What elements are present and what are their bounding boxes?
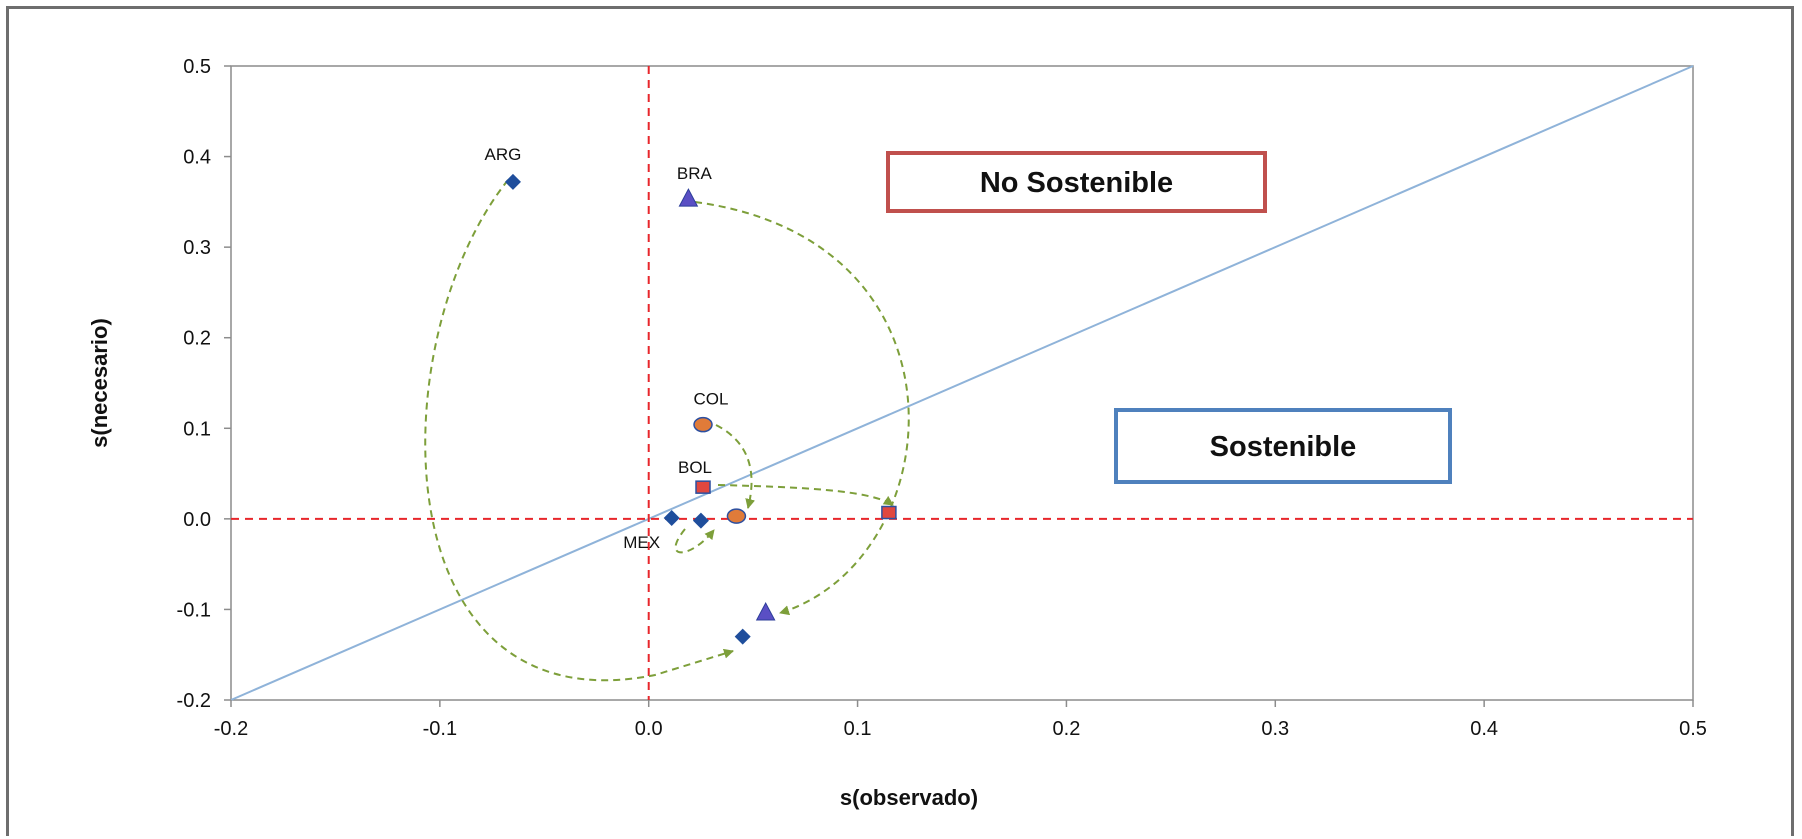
plot-area [230,65,1694,701]
data-point-circle [693,416,713,433]
trajectory-arrow [424,179,734,682]
point-labels: ARG BRA COL BOL MEX [485,145,729,552]
region-label: No Sostenible [980,167,1173,199]
y-tick-label: 0.5 [183,56,211,78]
x-tick-label: -0.2 [214,718,248,740]
trajectory-arrow [694,201,910,616]
region-box [1114,408,1452,484]
x-tick-label: 0.3 [1261,718,1289,740]
data-point-circle [726,508,747,524]
y-tick-label: 0.1 [183,418,211,440]
region-boxes: No Sostenible Sostenible [886,151,1452,484]
y-axis-title: s(necesario) [87,318,112,448]
data-point-square [881,505,897,520]
data-point-diamond [692,512,709,529]
point-label: ARG [485,145,522,164]
axis-ticks: -0.2 -0.1 0.0 0.1 0.2 0.3 0.4 0.5 0.5 0.4 0.3 0.2 0.… [177,56,1707,740]
trajectory-arrow [717,484,894,506]
y-tick-label: 0.0 [183,509,211,531]
trajectory-arrow [715,424,756,509]
y-tick-label: -0.2 [177,690,211,712]
trajectory-arrow [674,528,715,554]
region-box [886,151,1267,213]
data-point-diamond [504,173,521,190]
data-points [504,173,897,645]
y-tick-label: -0.1 [177,599,211,621]
point-label: BRA [677,164,713,183]
data-point-triangle [678,188,699,207]
x-tick-label: 0.5 [1679,718,1707,740]
data-point-triangle [755,601,776,621]
point-label: COL [694,390,729,409]
reference-lines [230,65,1694,701]
data-point-diamond [734,628,751,645]
x-tick-label: 0.2 [1053,718,1081,740]
x-axis-title: s(observado) [840,785,978,810]
x-tick-label: 0.1 [844,718,872,740]
diagonal-reference-line [230,65,1694,701]
point-label: BOL [678,458,712,477]
data-point-square [695,480,711,494]
chart-frame [6,6,1794,836]
region-label: Sostenible [1210,431,1357,463]
x-tick-label: -0.1 [423,718,457,740]
point-label: MEX [623,533,660,552]
x-tick-label: 0.4 [1470,718,1498,740]
y-tick-label: 0.4 [183,147,211,169]
data-point-diamond [663,509,680,526]
x-tick-label: 0.0 [635,718,663,740]
trajectory-arrows [424,179,910,682]
y-tick-label: 0.2 [183,328,211,350]
y-tick-label: 0.3 [183,237,211,259]
